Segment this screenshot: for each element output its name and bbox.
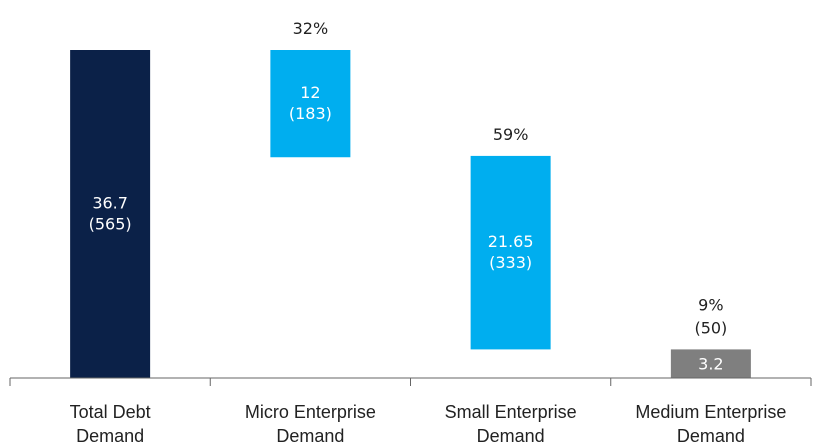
bar-share-label: 59%	[493, 125, 529, 144]
bar-value-label: 36.7	[92, 194, 128, 213]
bar-3	[470, 155, 551, 350]
bar-1	[70, 50, 151, 378]
bar-2	[270, 50, 351, 158]
bar-count-label: (333)	[489, 253, 532, 272]
bar-4	[670, 349, 751, 378]
x-tick-label: Demand	[477, 426, 545, 446]
x-tick-label: Demand	[677, 426, 745, 446]
bar-share-label: 32%	[293, 19, 329, 38]
bar-value-label: 3.2	[698, 355, 723, 374]
x-tick-label: Demand	[76, 426, 144, 446]
bar-count-label: (565)	[89, 215, 132, 234]
bar-value-label: 12	[300, 83, 320, 102]
bar-count-label: (50)	[694, 318, 727, 337]
x-tick-label: Medium Enterprise	[635, 402, 786, 422]
x-tick-label: Micro Enterprise	[245, 402, 376, 422]
bar-count-label: (183)	[289, 104, 332, 123]
x-tick-label: Small Enterprise	[445, 402, 577, 422]
bar-share-label: 9%	[698, 295, 723, 314]
x-tick-label: Total Debt	[70, 402, 151, 422]
bar-value-label: 21.65	[488, 232, 534, 251]
x-tick-label: Demand	[276, 426, 344, 446]
